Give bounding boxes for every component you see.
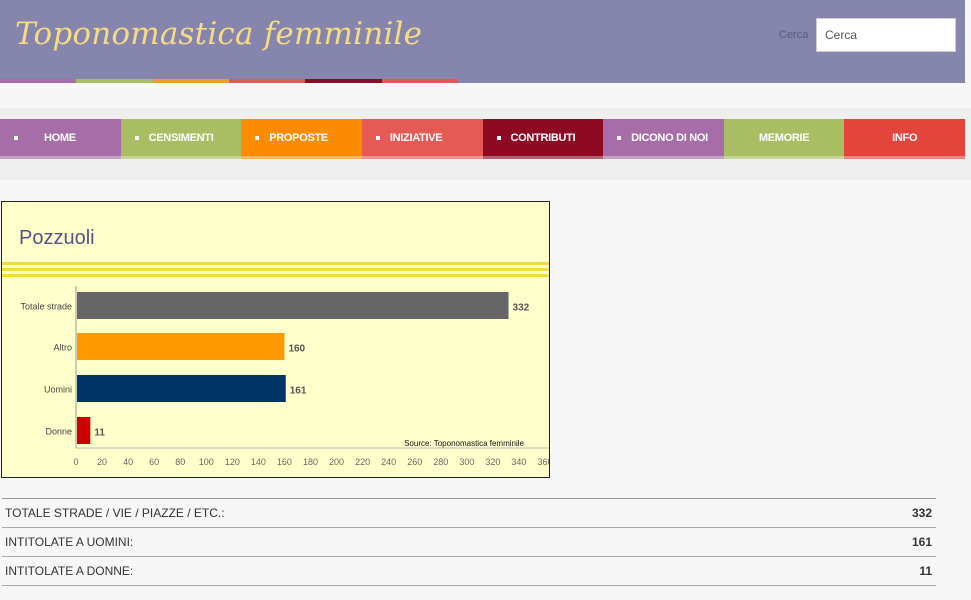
bullet-icon	[255, 135, 260, 140]
stat-row: INTITOLATE A DONNE: 11	[2, 557, 936, 586]
x-tick-label: 280	[433, 457, 448, 467]
stat-row: TOTALE STRADE / VIE / PIAZZE / ETC.: 332	[2, 499, 936, 528]
nav-item-home[interactable]: HOME	[0, 119, 121, 159]
stat-row: INTITOLATE A UOMINI: 161	[2, 528, 936, 557]
color-bar-segment	[228, 79, 306, 83]
x-tick-label: 0	[73, 457, 78, 467]
bullet-icon	[134, 135, 139, 140]
chart-title: Pozzuoli	[19, 227, 95, 249]
category-label: Totale strade	[20, 302, 72, 312]
x-tick-label: 120	[225, 457, 240, 467]
nav-item-dicono-di-noi[interactable]: DICONO DI NOI	[603, 119, 724, 159]
nav-item-censimenti[interactable]: CENSIMENTI	[120, 119, 242, 159]
nav-item-iniziative[interactable]: INIZIATIVE	[361, 119, 483, 159]
x-tick-label: 260	[407, 457, 422, 467]
x-tick-label: 360	[537, 457, 549, 467]
header-color-bar	[0, 79, 458, 83]
data-label: 332	[513, 303, 530, 314]
nav-item-label: CENSIMENTI	[148, 131, 214, 144]
bar-totale-strade	[77, 292, 509, 319]
site-title[interactable]: Toponomastica femminile	[15, 16, 423, 52]
data-label: 11	[94, 428, 105, 439]
nav-item-label: CONTRIBUTI	[510, 131, 576, 144]
category-label: Uomini	[44, 385, 72, 395]
color-bar-segment	[305, 79, 382, 83]
data-label: 161	[290, 386, 307, 397]
main-nav: HOME CENSIMENTI PROPOSTE INIZIATIVE CONTRIBU…	[0, 119, 965, 159]
x-tick-label: 80	[175, 457, 185, 467]
chart-source-annotation: Source: Toponomastica femminile	[404, 439, 524, 448]
category-label: Donne	[45, 427, 72, 437]
x-tick-label: 180	[303, 457, 318, 467]
color-bar-segment	[152, 79, 229, 83]
stat-label: INTITOLATE A UOMINI:	[5, 535, 134, 549]
x-tick-label: 160	[277, 457, 292, 467]
bullet-icon	[14, 135, 18, 140]
bullet-icon	[375, 135, 380, 140]
stat-value: 11	[919, 564, 932, 578]
bar-altro	[77, 333, 285, 360]
x-tick-label: 340	[511, 457, 526, 467]
nav-item-contributi[interactable]: CONTRIBUTI	[482, 119, 604, 159]
color-bar-segment	[76, 79, 153, 83]
search-label: Cerca	[779, 29, 809, 41]
bar-chart: Totale strade 332 Altro 160 Uomini 161 Donne 11…	[20, 286, 549, 467]
x-tick-label: 100	[199, 457, 214, 467]
x-tick-label: 40	[123, 457, 133, 467]
x-tick-label: 240	[381, 457, 396, 467]
chart-title-stripe	[2, 262, 549, 278]
stat-value: 161	[911, 535, 932, 549]
category-label: Altro	[53, 343, 72, 353]
x-tick-label: 300	[459, 457, 474, 467]
bar-donne	[77, 417, 91, 444]
x-tick-label: 140	[251, 457, 266, 467]
x-tick-label: 20	[97, 457, 107, 467]
x-tick-label: 200	[329, 457, 344, 467]
nav-item-label: MEMORIE	[758, 131, 810, 144]
x-tick-label: 220	[355, 457, 370, 467]
search-input[interactable]	[816, 18, 956, 52]
x-tick-label: 320	[485, 457, 500, 467]
color-bar-segment	[381, 79, 458, 83]
site-header: Toponomastica femminile Cerca	[0, 0, 965, 83]
color-bar-segment	[0, 79, 77, 83]
nav-item-label: INFO	[892, 131, 918, 144]
nav-item-proposte[interactable]: PROPOSTE	[241, 119, 362, 159]
stat-label: TOTALE STRADE / VIE / PIAZZE / ETC.:	[5, 506, 225, 520]
nav-item-label: PROPOSTE	[269, 131, 328, 144]
stats-table: TOTALE STRADE / VIE / PIAZZE / ETC.: 332 I…	[2, 498, 936, 586]
stat-label: INTITOLATE A DONNE:	[5, 564, 134, 578]
chart-panel: Pozzuoli Totale strade 332 Altro 160 Uomini 1…	[1, 201, 550, 478]
stat-value: 332	[911, 506, 932, 520]
x-tick-label: 60	[149, 457, 159, 467]
nav-item-label: HOME	[44, 131, 76, 144]
nav-item-label: INIZIATIVE	[389, 131, 443, 144]
nav-item-memorie[interactable]: MEMORIE	[723, 119, 845, 159]
nav-item-info[interactable]: INFO	[844, 119, 965, 159]
bullet-icon	[617, 135, 622, 140]
data-label: 160	[288, 344, 305, 355]
nav-item-label: DICONO DI NOI	[631, 131, 708, 144]
bullet-icon	[496, 135, 501, 140]
bar-uomini	[77, 375, 286, 402]
